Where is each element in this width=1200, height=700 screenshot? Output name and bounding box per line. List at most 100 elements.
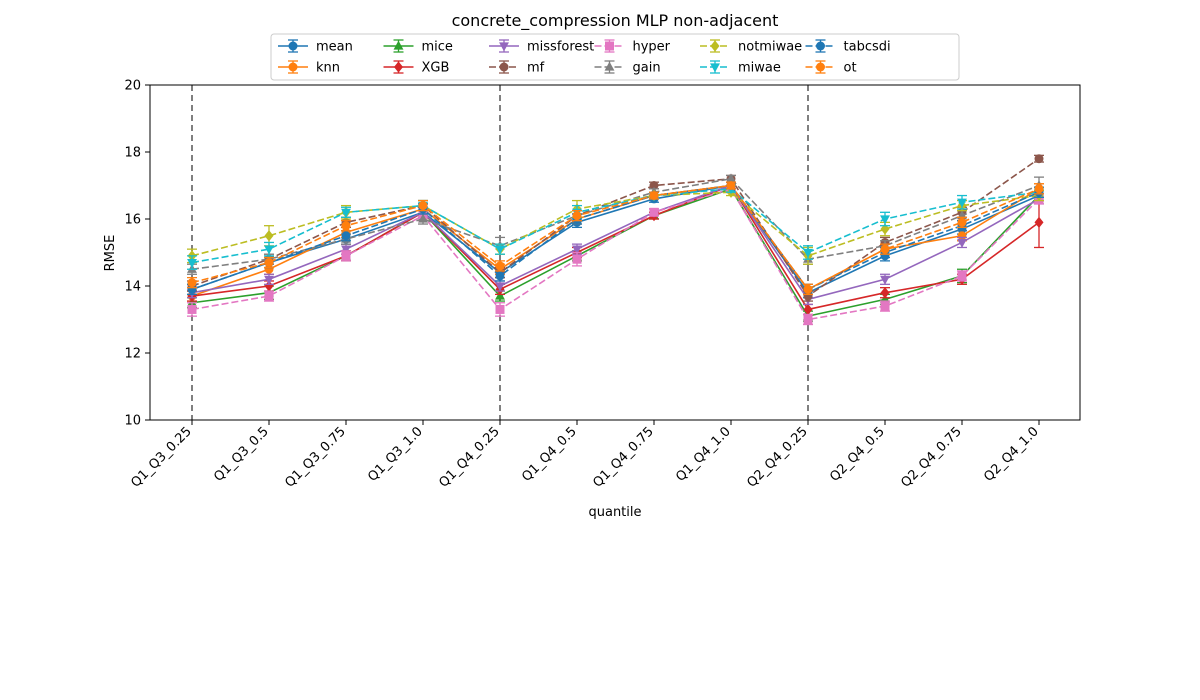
y-tick-label: 12: [124, 347, 141, 362]
data-point-hyper: [495, 304, 505, 314]
legend-label-miwae: miwae: [738, 61, 781, 76]
data-point-hyper: [572, 254, 582, 264]
data-point-miwae: [264, 245, 274, 255]
data-point-ot: [803, 284, 813, 294]
data-point-hyper: [957, 271, 967, 281]
data-point-ot: [187, 278, 197, 288]
data-point-missforest: [957, 238, 967, 248]
data-point-mice: [495, 290, 505, 300]
legend-label-tabcsdi: tabcsdi: [844, 40, 891, 55]
legend-label-mf: mf: [527, 61, 545, 76]
legend-marker-xgb: [394, 61, 403, 73]
legend-label-knn: knn: [316, 61, 340, 76]
legend-box: [270, 33, 960, 81]
data-point-missforest: [341, 245, 351, 255]
legend-entry-knn: knn: [278, 60, 340, 76]
data-point-ot: [880, 244, 890, 254]
data-point-notmiwae: [264, 230, 274, 242]
legend-label-gain: gain: [633, 61, 661, 76]
legend-label-mean: mean: [316, 40, 353, 55]
legend-entry-ot: ot: [805, 60, 857, 76]
plot-frame: [149, 84, 1081, 421]
data-point-miwae: [803, 248, 813, 258]
series-line-notmiwae: [191, 191, 1040, 257]
legend-marker-missforest: [499, 42, 509, 52]
y-tick-label: 10: [124, 414, 141, 429]
data-point-missforest: [495, 282, 505, 292]
data-point-missforest: [572, 245, 582, 255]
series-line-ot: [191, 184, 1040, 291]
data-point-gain: [418, 213, 428, 223]
legend-label-missforest: missforest: [527, 40, 594, 55]
data-point-miwae: [187, 258, 197, 268]
data-point-miwae: [495, 245, 505, 255]
data-point-hyper: [880, 301, 890, 311]
data-point-ot: [264, 258, 274, 268]
data-point-tabcsdi: [495, 271, 505, 281]
legend-entry-xgb: XGB: [383, 60, 450, 76]
legend-label-ot: ot: [844, 61, 857, 76]
legend-marker-mean: [288, 41, 298, 51]
series-line-mf: [191, 158, 1040, 298]
data-point-ot: [572, 211, 582, 221]
legend-marker-knn: [288, 62, 298, 72]
legend-entry-miwae: miwae: [700, 60, 781, 76]
data-point-ot: [726, 181, 736, 190]
data-point-mf: [1034, 154, 1044, 164]
data-point-missforest: [264, 275, 274, 285]
data-point-xgb: [1034, 216, 1044, 228]
legend-entry-mice: mice: [383, 39, 453, 55]
legend-label-mice: mice: [422, 40, 453, 55]
legend-label-xgb: XGB: [422, 61, 450, 76]
data-point-missforest: [880, 275, 890, 285]
data-point-xgb: [880, 287, 890, 299]
data-point-mice: [187, 297, 197, 307]
legend-marker-mice: [393, 40, 404, 50]
series-ot: [187, 181, 1044, 296]
legend-marker-ot: [816, 62, 825, 72]
data-point-hyper: [341, 251, 351, 261]
data-point-xgb: [264, 280, 274, 292]
legend-entry-gain: gain: [594, 60, 661, 76]
data-point-mf: [649, 181, 659, 190]
y-tick-label: 18: [124, 146, 141, 161]
plot-layer: [187, 85, 1044, 420]
legend-marker-notmiwae: [710, 40, 720, 52]
legend-marker-miwae: [710, 63, 720, 73]
data-point-ot: [957, 217, 967, 227]
data-point-gain: [726, 173, 736, 183]
y-tick-label: 16: [124, 213, 141, 228]
legend-marker-hyper: [605, 41, 614, 51]
series-line-hyper: [191, 187, 1040, 321]
legend-entry-tabcsdi: tabcsdi: [805, 39, 891, 55]
series-line-tabcsdi: [191, 184, 1040, 291]
data-point-ot: [418, 201, 428, 211]
series-line-xgb: [191, 184, 1040, 311]
legend-entry-hyper: hyper: [594, 39, 671, 55]
series-line-missforest: [191, 184, 1040, 301]
data-point-tabcsdi: [341, 231, 351, 241]
data-point-ot: [649, 191, 659, 201]
legend-label-hyper: hyper: [633, 40, 671, 55]
data-point-hyper: [649, 207, 659, 217]
legend-label-notmiwae: notmiwae: [738, 40, 802, 55]
y-tick-label: 20: [124, 79, 141, 94]
series-line-miwae: [191, 188, 1040, 264]
data-point-ot: [1034, 184, 1044, 194]
legend-marker-tabcsdi: [816, 41, 825, 51]
data-point-miwae: [880, 215, 890, 225]
data-point-hyper: [803, 315, 813, 324]
legend-marker-gain: [604, 61, 615, 71]
legend-entry-mean: mean: [278, 39, 353, 55]
legend-marker-mf: [499, 62, 509, 72]
x-axis-label: quantile: [588, 505, 641, 520]
y-axis-label: RMSE: [103, 235, 118, 272]
data-point-ot: [341, 221, 351, 231]
legend: mean knn mice XGB missforest mf hyper gain notmi…: [270, 33, 960, 81]
data-point-xgb: [803, 303, 813, 316]
legend-entry-notmiwae: notmiwae: [700, 39, 802, 55]
legend-entry-missforest: missforest: [489, 39, 594, 55]
data-point-hyper: [264, 291, 274, 301]
